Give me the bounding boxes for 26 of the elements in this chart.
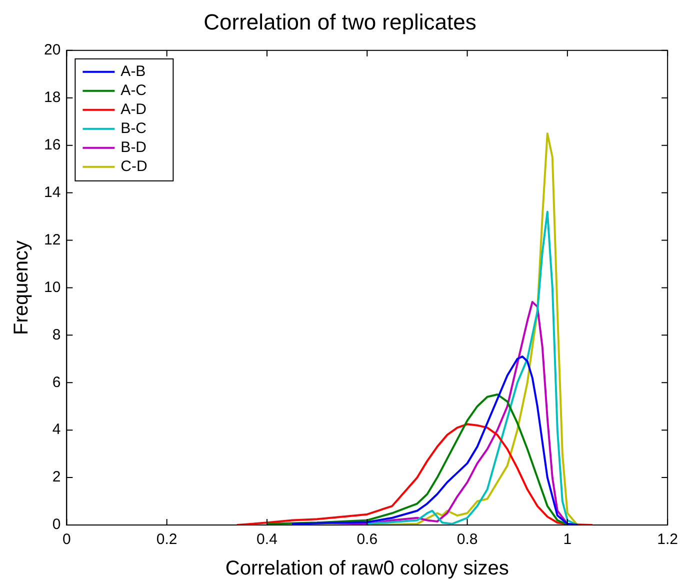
legend-label: A-B (120, 63, 146, 80)
y-tick-label: 10 (44, 278, 61, 296)
y-tick-label: 2 (52, 468, 61, 486)
x-tick-label: 1.2 (657, 531, 678, 548)
legend-label: A-C (120, 82, 147, 100)
x-tick-label: 0.6 (356, 531, 378, 548)
y-tick-label: 20 (44, 42, 61, 59)
legend-label: A-D (120, 101, 147, 118)
y-tick-label: 8 (52, 326, 61, 344)
y-axis-title: Frequency (10, 240, 33, 335)
y-tick-label: 4 (52, 421, 61, 438)
y-tick-label: 6 (52, 374, 61, 391)
x-tick-label: 0.2 (156, 531, 178, 548)
y-tick-label: 16 (44, 136, 61, 154)
y-tick-label: 14 (44, 184, 61, 201)
chart-title: Correlation of two replicates (204, 9, 476, 34)
y-tick-label: 12 (44, 231, 61, 248)
legend-label: C-D (120, 158, 148, 176)
legend-label: B-D (120, 139, 147, 156)
y-tick-label: 18 (44, 89, 61, 106)
x-tick-label: 1 (563, 531, 572, 548)
legend-label: B-C (120, 120, 147, 138)
x-axis-title: Correlation of raw0 colony sizes (225, 558, 509, 580)
y-tick-label: 0 (52, 516, 61, 534)
x-tick-label: 0.4 (256, 531, 278, 548)
x-tick-label: 0.8 (456, 531, 478, 548)
